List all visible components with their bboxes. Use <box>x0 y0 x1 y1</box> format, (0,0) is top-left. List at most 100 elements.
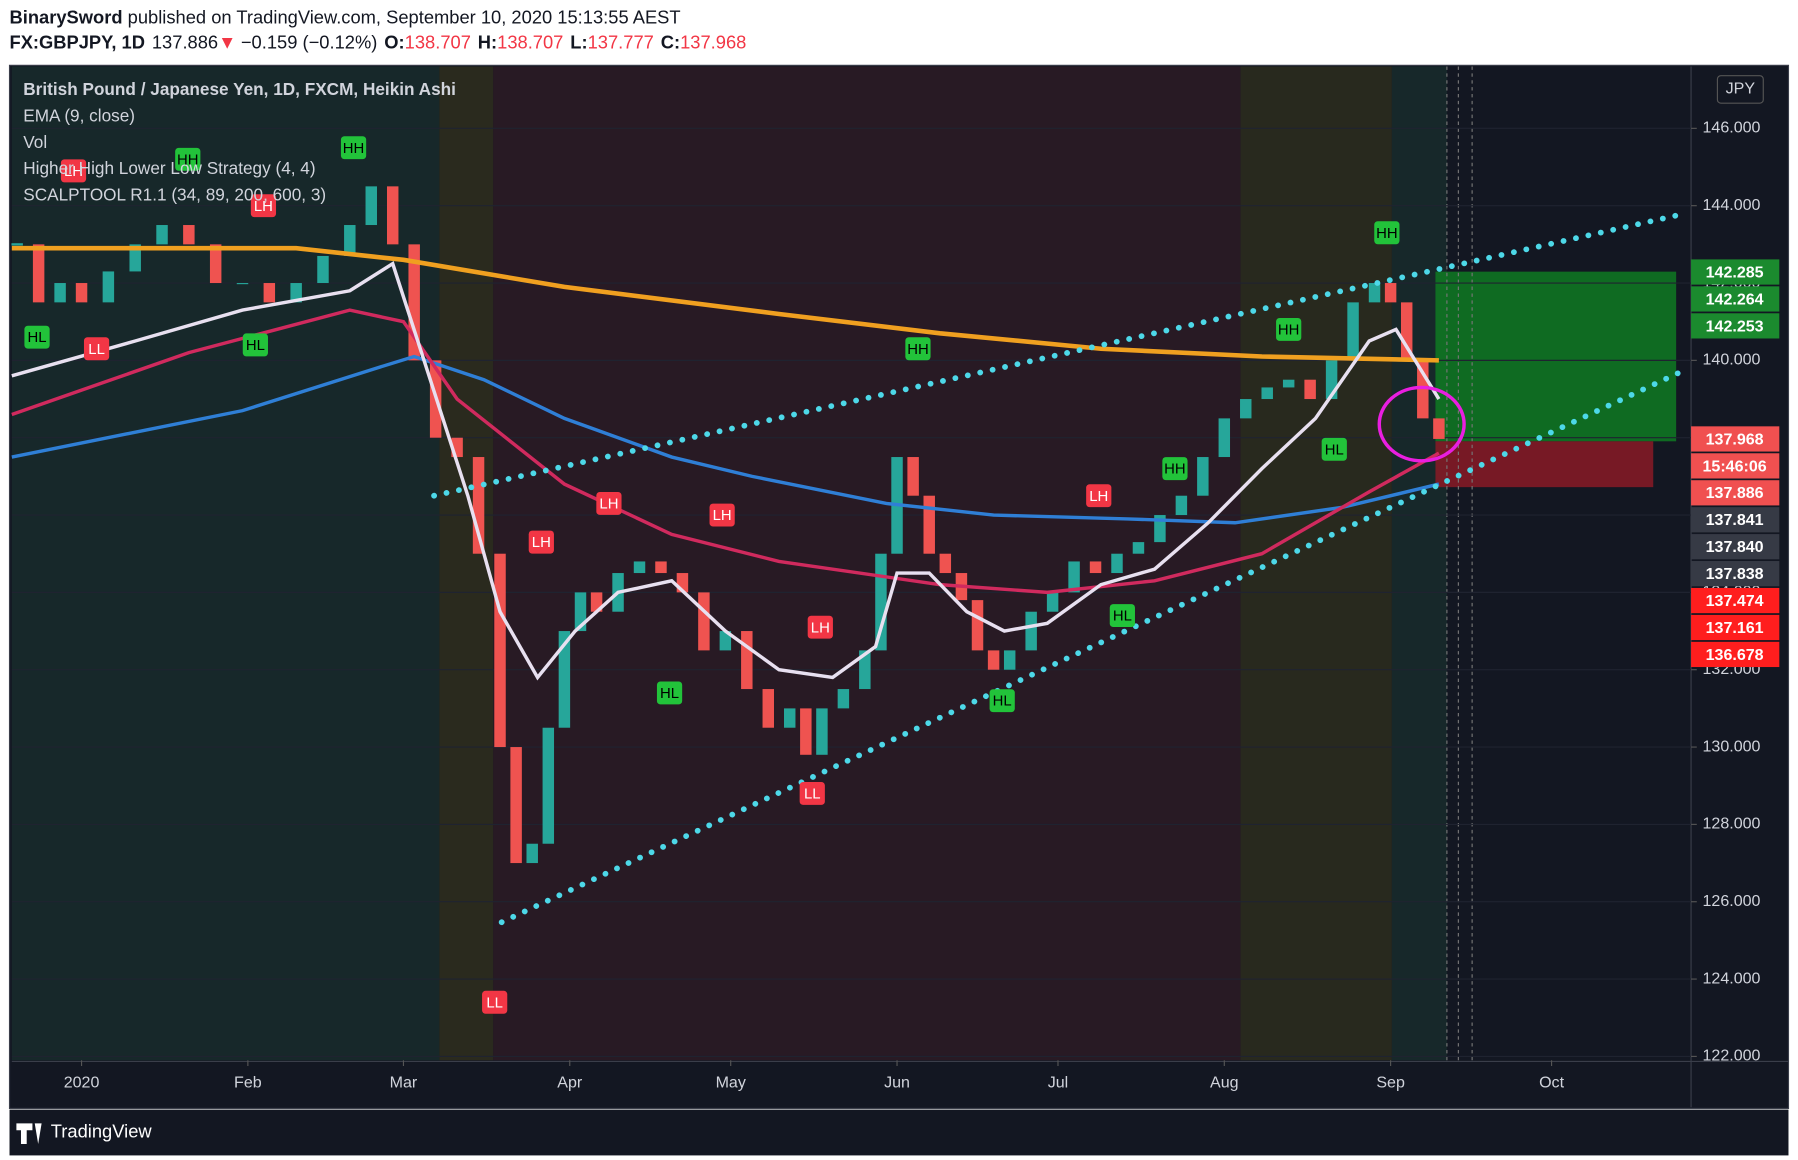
o-key: O: <box>384 31 404 52</box>
pivot-label: LH <box>64 164 83 180</box>
y-tick-label: 146.000 <box>1703 119 1761 137</box>
candle <box>542 727 555 844</box>
candle <box>1240 399 1252 419</box>
plot: LH HH LH HH HL LL HL LL LH LH HL LH LL LH HH HL LH HL HH HH… <box>11 127 1692 1057</box>
session-band <box>1240 66 1392 1061</box>
pivot-label: HH <box>177 152 199 168</box>
pivot-badge <box>242 333 268 357</box>
session-band <box>1391 66 1447 1061</box>
candle <box>102 271 115 303</box>
candle <box>875 553 887 651</box>
pivot-label: LH <box>254 199 273 215</box>
candle <box>590 592 603 612</box>
legend-item: SCALPTOOL R1.1 (34, 89, 200, 600, 3) <box>23 185 326 205</box>
candle <box>75 283 88 303</box>
logo-icon <box>16 1123 42 1144</box>
moving-average <box>11 261 1441 681</box>
candle <box>1218 418 1231 458</box>
candle <box>1261 387 1273 400</box>
price-label-box <box>1691 313 1780 339</box>
y-tick-label: 144.000 <box>1703 196 1761 214</box>
currency-button[interactable] <box>1716 75 1764 104</box>
moving-average <box>11 245 1439 363</box>
candle <box>526 843 538 864</box>
candle <box>236 283 249 285</box>
y-tick-label: 122.000 <box>1703 1047 1761 1065</box>
candle <box>183 225 195 245</box>
pivot-label: LH <box>532 535 551 551</box>
pivot-label: LL <box>486 995 503 1011</box>
price-label-box <box>1691 453 1780 479</box>
candle <box>907 457 919 496</box>
y-tick-label: 130.000 <box>1703 737 1761 755</box>
pivot-badge <box>250 194 277 218</box>
pivot-label: HH <box>907 342 929 358</box>
candle <box>558 631 571 728</box>
candle <box>451 437 463 458</box>
price-label: 142.264 <box>1706 290 1764 308</box>
candle <box>1025 611 1037 651</box>
pivot-label: HH <box>1164 462 1186 478</box>
highlight-circle <box>1377 385 1466 463</box>
candle <box>971 600 984 651</box>
price-label-box <box>1691 587 1780 614</box>
legend-item: Higher High Lower Low Strategy (4, 4) <box>23 158 315 178</box>
author: BinarySword <box>10 6 123 27</box>
price-label-box <box>1691 507 1780 533</box>
pivot-label: HL <box>660 686 679 702</box>
pivot-label: HH <box>343 141 365 157</box>
candle <box>1089 561 1102 574</box>
session-band <box>439 66 494 1061</box>
candle <box>923 495 935 554</box>
candle <box>317 255 329 284</box>
session-band <box>11 66 440 1061</box>
change: −0.159 (−0.12%) <box>241 31 378 52</box>
candle <box>54 283 66 303</box>
candle <box>1197 457 1209 496</box>
candle <box>494 553 506 748</box>
pivot-badge <box>1109 604 1135 628</box>
price-label-box <box>1691 480 1780 506</box>
pivot-badge <box>596 491 622 515</box>
pivot-label: LL <box>804 787 821 803</box>
price-label-box <box>1691 534 1780 560</box>
moving-average <box>11 354 1440 525</box>
y-tick-label: 140.000 <box>1703 351 1761 369</box>
published: published on TradingView.com, September … <box>123 6 681 27</box>
candle <box>510 747 522 864</box>
pivot-badge <box>24 325 50 349</box>
candle <box>1175 495 1188 516</box>
candle <box>1111 553 1123 574</box>
byline: BinarySword published on TradingView.com… <box>10 6 681 27</box>
price-label-box <box>1691 614 1780 641</box>
last: 137.886 <box>152 31 218 52</box>
l-key: L: <box>570 31 587 52</box>
legend-item: EMA (9, close) <box>23 105 135 125</box>
legend-item: Vol <box>23 132 47 152</box>
candle <box>1304 379 1316 400</box>
session-band <box>493 66 1241 1061</box>
moving-average <box>11 308 1440 595</box>
candle <box>1132 542 1145 554</box>
pivot-badge <box>1321 437 1347 461</box>
arrow: ▼ <box>218 31 236 52</box>
candle <box>1046 592 1059 612</box>
pivot-badge <box>709 503 735 527</box>
currency[interactable]: JPY <box>1726 80 1756 98</box>
candle <box>263 283 276 303</box>
price-label: 137.968 <box>1706 430 1764 448</box>
y-tick-label: 128.000 <box>1703 815 1761 833</box>
pivot-label: HL <box>27 330 46 346</box>
candle <box>859 650 871 690</box>
price-label: 137.474 <box>1706 592 1764 610</box>
candle <box>574 592 587 632</box>
candle <box>1433 418 1445 439</box>
pivot-label: LH <box>713 508 732 524</box>
symbol: FX:GBPJPY, 1D <box>10 31 145 52</box>
pivot-badge <box>799 781 825 805</box>
candle <box>472 457 485 554</box>
candle <box>655 561 667 574</box>
pivot-label: HL <box>1325 442 1344 458</box>
price-label: 136.678 <box>1706 646 1764 664</box>
candle <box>784 708 796 728</box>
